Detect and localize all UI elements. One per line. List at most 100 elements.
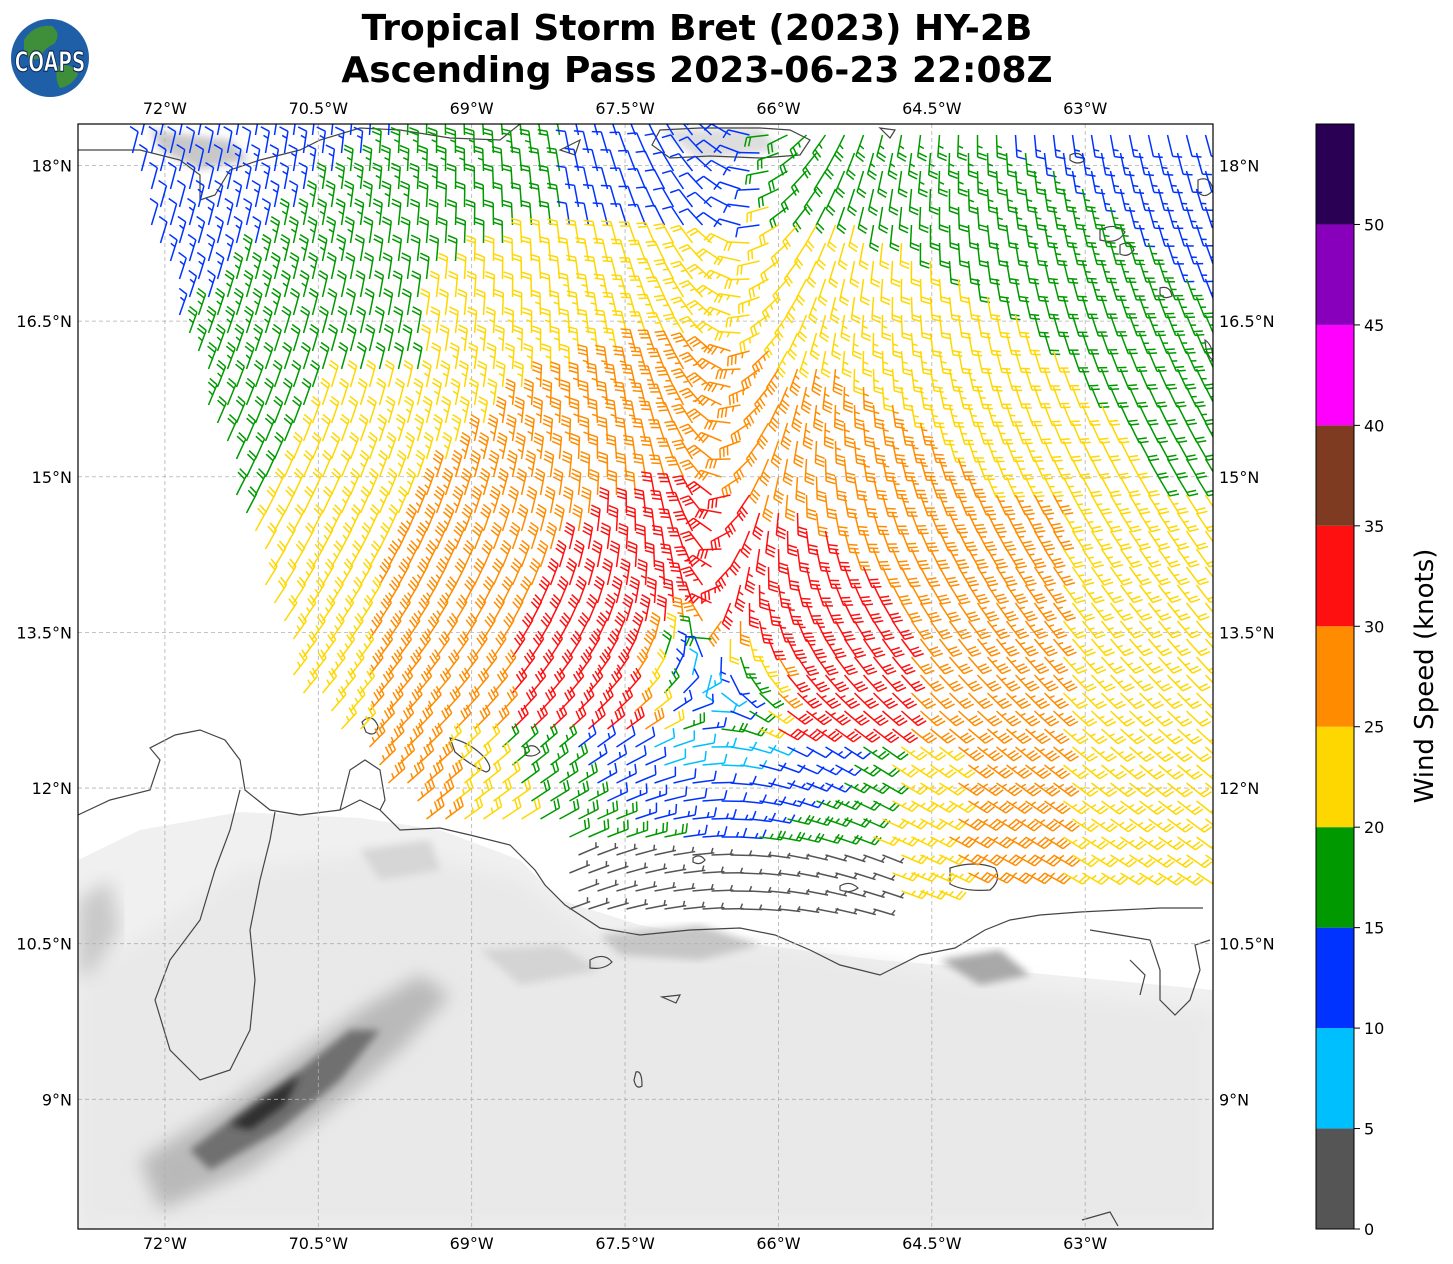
wind-barb [900,314,912,341]
wind-barb [467,306,478,334]
wind-barb [929,260,941,287]
wind-barb [270,251,281,280]
wind-barb [510,181,523,208]
wind-barb [609,167,628,190]
colorbar-segment-3 [1316,827,1354,928]
wind-barb [464,127,476,154]
wind-barb [486,342,497,370]
wind-barb [474,217,485,244]
wind-barb [279,126,289,154]
wind-barb [289,251,300,280]
wind-barb [620,328,637,352]
wind-barb [669,152,694,172]
wind-barb [279,162,290,190]
wind-barb [484,235,495,262]
wind-barb [585,326,599,352]
wind-barb [1081,332,1100,355]
wind-barb [391,198,402,226]
colorbar-segment-8 [1316,324,1354,426]
wind-barb [215,323,226,352]
wind-barb [355,270,366,298]
wind-barb [595,344,609,370]
wind-barb [1033,134,1047,160]
colorbar-tick-10: 50 [1364,215,1384,234]
wind-barb [738,296,760,314]
wind-barb [309,323,320,352]
wind-barb [335,162,346,190]
wind-barb [1185,314,1205,337]
wind-barb [564,183,580,208]
wind-barb [769,206,788,230]
wind-barb [763,332,780,359]
wind-barb [767,134,788,155]
wind-barb [713,181,741,191]
wind-barb [493,253,504,280]
wind-barb [976,350,992,375]
wind-barb [872,368,884,395]
wind-barb [735,224,760,238]
wind-barb [512,289,523,316]
wind-barb [746,206,769,223]
wind-barb [817,278,828,307]
wind-barb [325,144,336,172]
wind-barb [824,152,837,180]
colorbar-segment-1 [1316,1028,1354,1129]
wind-barb [957,242,970,268]
wind-barb [910,260,921,287]
wind-barb [682,124,694,136]
wind-barb [567,326,580,352]
wind-barb [224,269,235,298]
wind-barb [703,124,731,136]
wind-barb [986,260,1001,286]
wind-barb [1109,314,1128,337]
wind-barb [937,170,948,198]
wind-barb [205,161,215,190]
wind-barb [223,161,234,190]
wind-barb [916,134,928,162]
colorbar-tick-4: 20 [1364,818,1384,837]
wind-barb [282,341,293,370]
wind-barb [820,350,831,378]
lat-tick-left-6: 9°N [42,1090,72,1109]
wind-barb [747,242,769,261]
wind-barb [438,252,449,280]
wind-barb [802,152,818,179]
wind-barb [627,167,647,190]
wind-barb [393,306,404,334]
wind-barb [1052,278,1069,302]
wind-barb [176,179,186,208]
wind-barb [429,270,440,298]
wind-barb [957,350,973,375]
wind-barb [761,296,780,322]
wind-barb [1100,152,1116,177]
wind-barb [929,224,940,251]
wind-barb [1166,134,1183,158]
wind-barb [206,233,216,262]
wind-barb [336,270,347,298]
wind-barb [401,252,412,280]
wind-barb [662,205,685,226]
wind-barb [207,269,216,298]
wind-barb [948,224,960,251]
wind-barb [375,341,386,370]
wind-barb [856,170,867,199]
wind-barb [669,188,694,208]
wind-barb [757,188,779,208]
wind-barb [910,332,923,358]
wind-barb [767,170,788,192]
wind-barb [646,347,666,370]
wind-barb [648,124,656,136]
wind-barb [1166,314,1186,337]
latitude-ticks-right: 18°N 16.5°N 15°N 13.5°N 12°N 10.5°N 9°N [1219,157,1275,1110]
wind-barb [929,368,944,393]
wind-barb [365,323,376,352]
wind-barb [678,208,704,226]
colorbar-tick-3: 15 [1364,919,1384,938]
wind-barb [362,180,373,208]
wind-barb [948,332,963,358]
wind-barb [1138,260,1156,283]
wind-barb [1128,134,1144,159]
wind-barb [1090,350,1109,373]
wind-barb [167,125,177,154]
wind-barb [449,342,460,370]
